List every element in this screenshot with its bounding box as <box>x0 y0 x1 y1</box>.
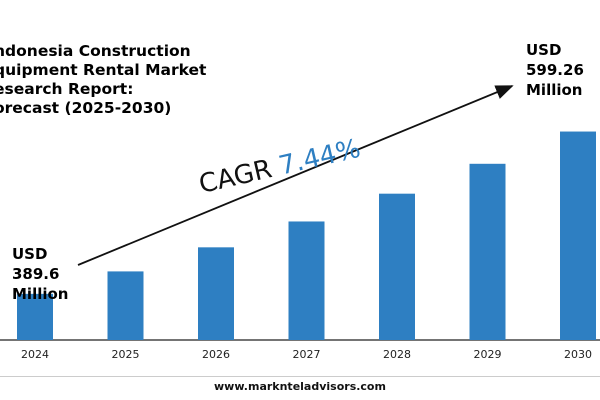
footer-url: www.marknteladvisors.com <box>214 380 386 393</box>
bar-2026 <box>198 247 234 340</box>
x-tick-label-2026: 2026 <box>202 348 230 361</box>
start-unit: Million <box>12 285 69 303</box>
end-currency: USD <box>526 41 562 59</box>
x-tick-label-2027: 2027 <box>293 348 321 361</box>
bar-2024 <box>17 293 53 340</box>
x-tick-label-2030: 2030 <box>564 348 592 361</box>
bar-2028 <box>379 193 415 340</box>
x-tick-label-2024: 2024 <box>21 348 49 361</box>
bar-2027 <box>288 221 325 340</box>
start-value-label: USD 389.6 Million <box>12 244 68 304</box>
end-value-label: USD 599.26 Million <box>526 40 584 100</box>
start-currency: USD <box>12 245 48 263</box>
x-tick-label-2025: 2025 <box>112 348 140 361</box>
footer-divider <box>0 376 600 377</box>
chart-title: ndonesia Construction quipment Rental Ma… <box>0 42 207 117</box>
x-tick-label-2028: 2028 <box>383 348 411 361</box>
end-value: 599.26 <box>526 61 584 79</box>
end-unit: Million <box>526 81 583 99</box>
cagr-arrow <box>77 85 514 266</box>
bar-2030 <box>560 131 596 340</box>
bar-2025 <box>107 271 144 340</box>
start-value: 389.6 <box>12 265 60 283</box>
x-tick-label-2029: 2029 <box>474 348 502 361</box>
bar-2029 <box>469 163 506 340</box>
